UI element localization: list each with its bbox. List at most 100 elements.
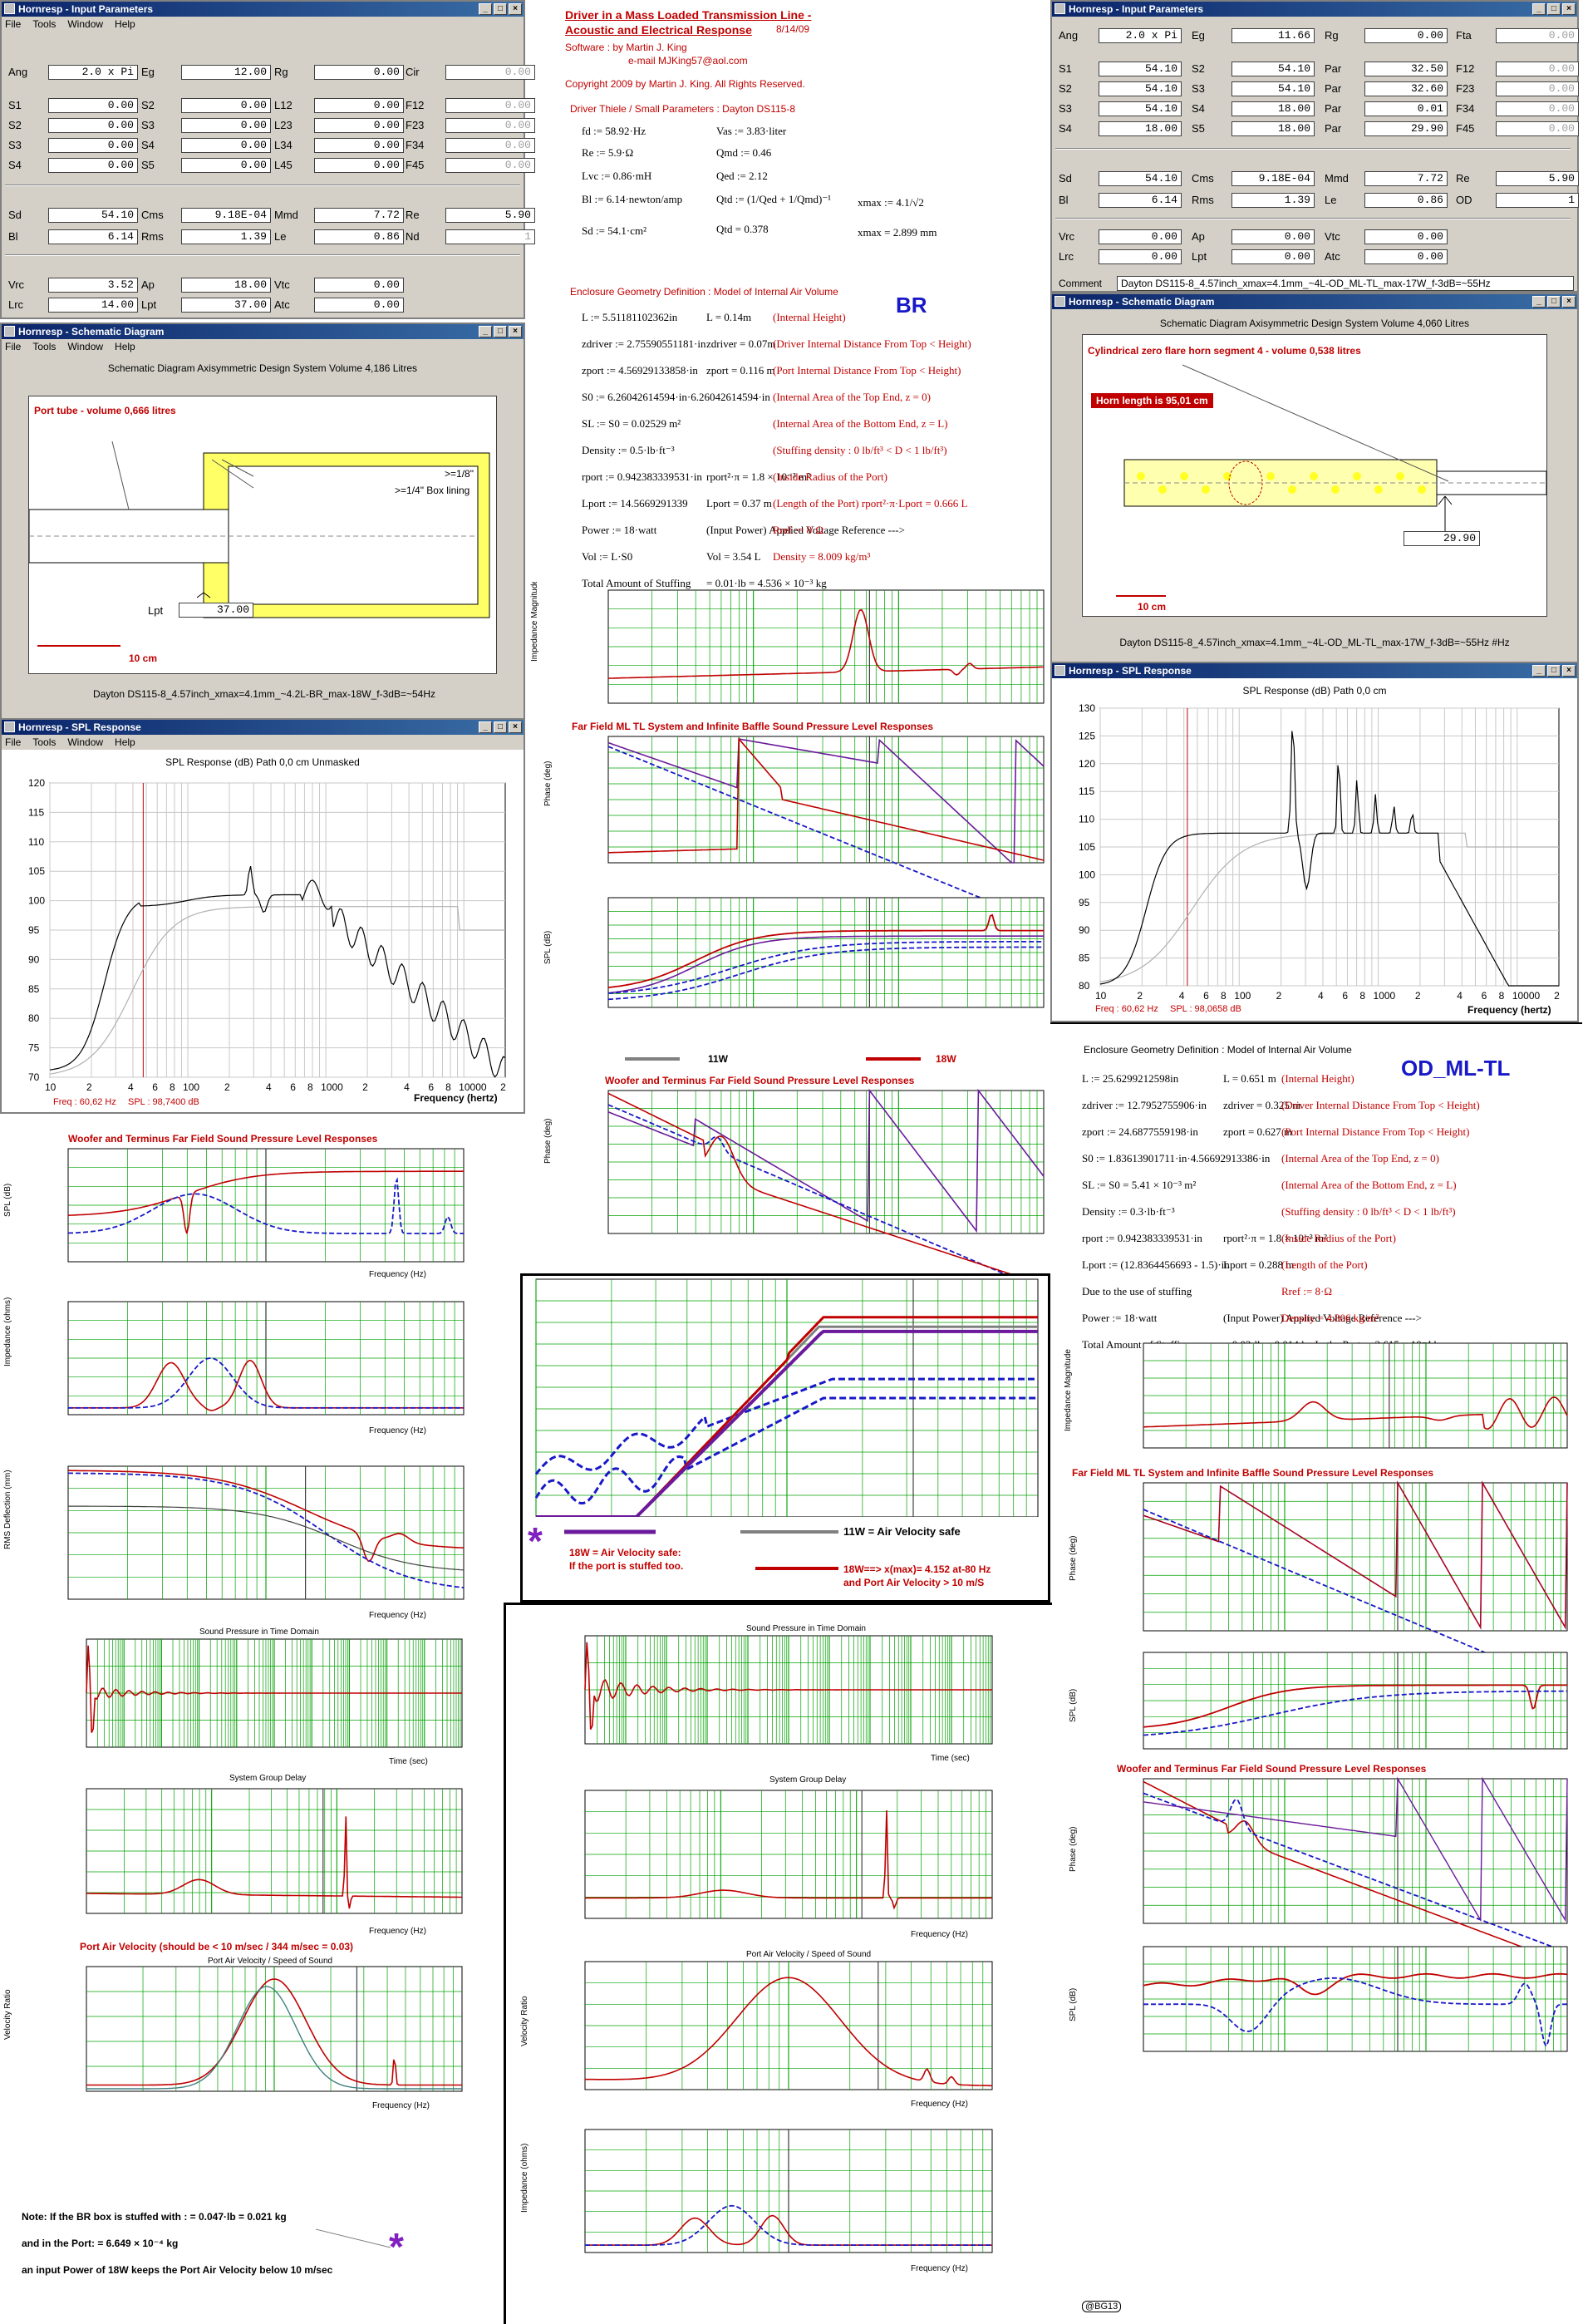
param-value[interactable]: 0.00 [314,98,404,113]
maximize-button[interactable]: □ [1547,3,1561,15]
menu-file[interactable]: File [5,18,22,30]
menu-window[interactable]: Window [67,341,104,352]
minimize-button[interactable]: _ [1532,665,1546,677]
param-value[interactable]: 0.86 [314,229,404,244]
menu-help[interactable]: Help [115,736,135,748]
param-value[interactable]: 11.66 [1231,28,1315,43]
menu-help[interactable]: Help [115,18,135,30]
minimize-button[interactable]: _ [479,326,492,337]
param-value[interactable]: 3.52 [48,278,138,293]
param-value[interactable]: 32.60 [1364,81,1448,96]
param-value[interactable]: 18.00 [1231,101,1315,116]
param-value[interactable]: 0.00 [48,158,138,173]
param-value[interactable]: 12.00 [181,65,271,80]
param-value[interactable]: 7.72 [1364,171,1448,186]
param-value[interactable]: 0.00 [445,158,535,173]
param-value[interactable]: 0.86 [1364,193,1448,208]
maximize-button[interactable]: □ [1547,665,1561,677]
param-value[interactable]: 0.00 [1364,28,1448,43]
schematic-canvas[interactable]: Cylindrical zero flare horn segment 4 - … [1082,334,1547,617]
param-value[interactable]: 0.00 [1496,101,1579,116]
param-value[interactable]: 1 [445,229,535,244]
titlebar[interactable]: Hornresp - Schematic Diagram _ □ × [2,324,524,339]
param-value[interactable]: 5.90 [1496,171,1579,186]
param-value[interactable]: 6.14 [48,229,138,244]
maximize-button[interactable]: □ [1547,296,1561,308]
param-value[interactable]: 0.00 [48,118,138,133]
param-value[interactable]: 0.00 [181,118,271,133]
param-value[interactable]: 0.00 [445,138,535,153]
param-value[interactable]: 0.00 [1364,249,1448,264]
param-value[interactable]: 5.90 [445,208,535,223]
maximize-button[interactable]: □ [494,721,507,733]
param-value[interactable]: 0.00 [1496,81,1579,96]
air-velocity-chart[interactable] [523,1276,1048,1517]
param-value[interactable]: 54.10 [48,208,138,223]
param-value[interactable]: 0.00 [314,138,404,153]
param-value[interactable]: 9.18E-04 [181,208,271,223]
menu-tools[interactable]: Tools [32,736,57,748]
param-value[interactable]: 0.00 [1099,249,1182,264]
menu-tools[interactable]: Tools [32,341,57,352]
param-value[interactable]: 37.00 [181,298,271,313]
close-button[interactable]: × [1562,665,1576,677]
param-value[interactable]: 0.00 [181,98,271,113]
param-value[interactable]: 0.00 [48,138,138,153]
titlebar[interactable]: Hornresp - SPL Response _ □ × [2,720,524,735]
param-value[interactable]: 0.00 [445,98,535,113]
param-value[interactable]: 54.10 [1099,101,1182,116]
titlebar[interactable]: Hornresp - SPL Response _ □ × [1052,663,1577,678]
param-value[interactable]: 54.10 [1231,81,1315,96]
menu-file[interactable]: File [5,341,22,352]
close-button[interactable]: × [509,3,522,15]
minimize-button[interactable]: _ [479,3,492,15]
minimize-button[interactable]: _ [1532,3,1546,15]
param-value[interactable]: 9.18E-04 [1231,171,1315,186]
menu-window[interactable]: Window [67,736,104,748]
param-value[interactable]: 1.39 [1231,193,1315,208]
close-button[interactable]: × [509,326,522,337]
titlebar[interactable]: Hornresp - Input Parameters _ □ × [1052,2,1577,17]
param-value[interactable]: 0.00 [1364,229,1448,244]
maximize-button[interactable]: □ [494,3,507,15]
param-value[interactable]: 0.00 [314,298,404,313]
menu-help[interactable]: Help [115,341,135,352]
titlebar[interactable]: Hornresp - Input Parameters _ □ × [2,2,524,17]
segment-value[interactable]: 29.90 [1404,531,1480,546]
param-value[interactable]: 0.00 [314,65,404,80]
menu-tools[interactable]: Tools [32,18,57,30]
menu-window[interactable]: Window [67,18,104,30]
param-value[interactable]: 0.00 [445,118,535,133]
param-value[interactable]: 0.00 [314,278,404,293]
minimize-button[interactable]: _ [1532,296,1546,308]
close-button[interactable]: × [1562,3,1576,15]
lpt-value[interactable]: 37.00 [179,603,253,618]
param-value[interactable]: 54.10 [1099,62,1182,76]
param-value[interactable]: 18.00 [1099,121,1182,136]
param-value[interactable]: 18.00 [1231,121,1315,136]
param-value[interactable]: 29.90 [1364,121,1448,136]
param-value[interactable]: 0.00 [445,65,535,80]
close-button[interactable]: × [1562,296,1576,308]
schematic-canvas[interactable]: Port tube - volume 0,666 litres >=1/8" >… [28,396,497,674]
param-value[interactable]: 0.00 [314,158,404,173]
param-value[interactable]: 0.00 [1496,62,1579,76]
param-value[interactable]: 1 [1496,193,1579,208]
param-value[interactable]: 54.10 [1099,171,1182,186]
param-value[interactable]: 7.72 [314,208,404,223]
param-value[interactable]: 0.00 [1231,229,1315,244]
param-value[interactable]: 0.01 [1364,101,1448,116]
param-value[interactable]: 0.00 [314,118,404,133]
param-value[interactable]: 14.00 [48,298,138,313]
param-value[interactable]: 32.50 [1364,62,1448,76]
param-value[interactable]: 0.00 [181,138,271,153]
maximize-button[interactable]: □ [494,326,507,337]
close-button[interactable]: × [509,721,522,733]
param-value[interactable]: 2.0 x Pi [48,65,138,80]
menu-file[interactable]: File [5,736,22,748]
param-value[interactable]: 54.10 [1099,81,1182,96]
titlebar[interactable]: Hornresp - Schematic Diagram _ □ × [1052,294,1577,309]
param-value[interactable]: 54.10 [1231,62,1315,76]
